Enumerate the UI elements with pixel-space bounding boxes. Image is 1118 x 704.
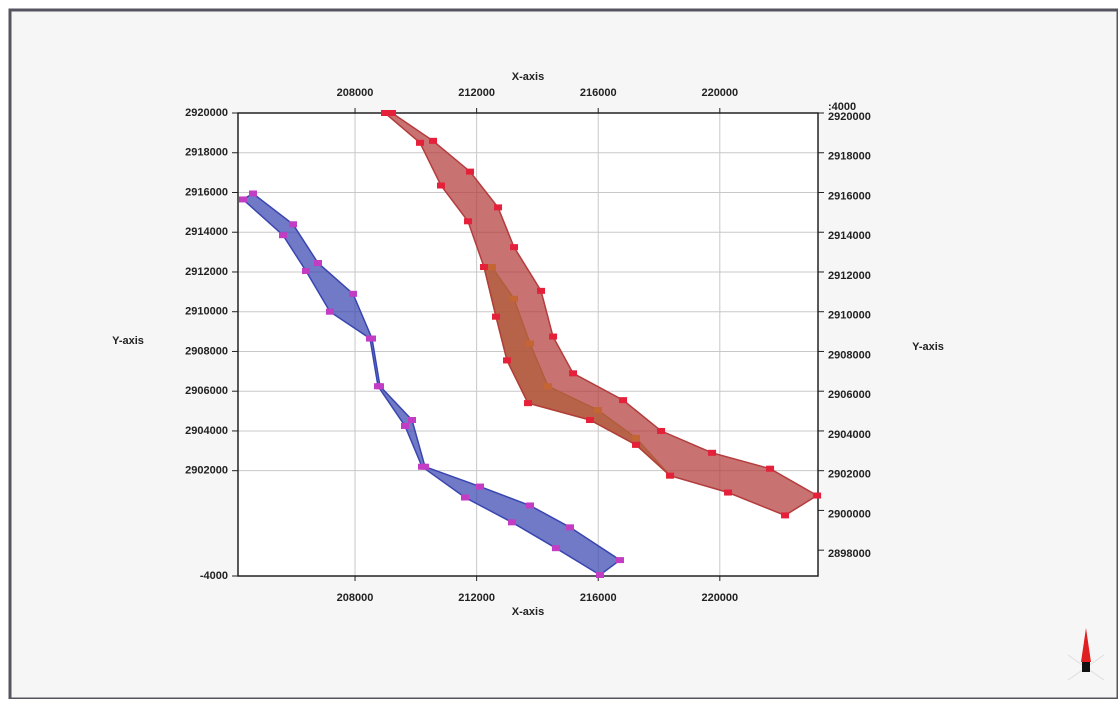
y2-tick-label: 2906000 [828,389,871,401]
vertex-marker [381,110,390,116]
y2-tick-label: 2912000 [828,270,871,282]
vertex-marker [466,168,475,175]
vertex-marker [551,545,560,552]
vertex-marker [549,333,558,340]
y2-tick-label: 2908000 [828,349,871,361]
y-tick-label: 2908000 [185,345,228,357]
vertex-marker [595,572,604,579]
y-tick-label: 2910000 [185,306,228,318]
y2-tick-label: 2904000 [828,429,871,441]
vertex-marker [429,137,438,144]
plot-border [237,112,819,577]
vertex-marker [492,313,501,320]
y-tick-label: 2914000 [185,226,228,238]
vertex-marker [238,196,247,203]
vertex-marker [400,422,409,429]
vertex-marker [632,441,641,448]
vertex-marker [619,397,628,404]
y-tick-label: 2904000 [185,425,228,437]
y-axis-title-left: Y-axis [112,335,144,347]
vertex-marker [525,502,534,509]
vertex-marker [565,524,574,531]
vertex-marker [476,483,485,490]
y2-tick-label: 2914000 [828,230,871,242]
y-tick-label: 2920000 [185,107,228,119]
vertex-marker [325,308,334,315]
y-axis-title-right: Y-axis [912,341,944,353]
vertex-marker [708,449,717,456]
vertex-marker [388,110,397,116]
x-tick-label: 208000 [337,87,374,99]
vertex-marker [278,232,287,239]
north-arrow [1067,628,1105,681]
x-tick-label: 212000 [458,87,495,99]
x-tick-label: 212000 [458,592,495,604]
plot-layer: 208000 208000 212000 212000 216000 216000 2200… [185,87,871,604]
y2-tick-label: :4000 [828,101,856,113]
vertex-marker [524,400,533,407]
vertex-marker [460,494,469,501]
vertex-marker [537,287,546,294]
vertex-marker [766,465,775,472]
y2-tick-label: 2918000 [828,151,871,163]
vertex-marker [248,190,257,197]
vertex-marker [781,512,790,519]
y-tick-label: 2902000 [185,465,228,477]
x-axis-title-bottom: X-axis [512,606,544,618]
vertex-marker [367,335,376,342]
y2-tick-label: 2902000 [828,469,871,481]
y-tick-label: 2906000 [185,385,228,397]
vertex-marker [464,218,473,225]
vertex-marker [408,417,416,424]
vertex-marker [348,290,357,297]
vertex-marker [288,221,297,228]
vertex-marker [494,204,503,211]
y-tick-label: -4000 [200,570,228,582]
vertex-marker [813,492,822,499]
y2-tick-label: 2898000 [828,548,871,560]
vertex-marker [569,370,578,377]
y2-tick-label: 2920000 [828,111,871,123]
y-tick-label: 2916000 [185,186,228,198]
vertex-marker [666,472,675,479]
x-tick-label: 220000 [701,592,738,604]
vertex-marker [615,557,624,564]
vertex-marker [657,427,666,434]
y2-tick-label: 2916000 [828,190,871,202]
vertex-marker [507,519,516,526]
x-axis-title-top: X-axis [512,71,544,83]
y2-tick-label: 2910000 [828,310,871,322]
vertex-marker [437,182,445,189]
vertex-marker [586,417,595,424]
vertex-marker [480,264,489,271]
y-tick-label: 2918000 [185,147,228,159]
vertex-marker [302,267,311,274]
vertex-marker [314,260,323,267]
vertex-marker [375,383,384,390]
y-tick-label: 2912000 [185,266,228,278]
x-tick-label: 216000 [580,592,617,604]
x-tick-label: 220000 [701,87,738,99]
vertex-marker [416,139,425,146]
x-tick-label: 208000 [337,592,374,604]
x-tick-label: 216000 [580,87,617,99]
vertex-marker [510,244,519,251]
vertex-marker [420,463,429,470]
vertex-marker [724,489,733,496]
y2-tick-label: 2900000 [828,508,871,520]
vertex-marker [503,357,512,364]
